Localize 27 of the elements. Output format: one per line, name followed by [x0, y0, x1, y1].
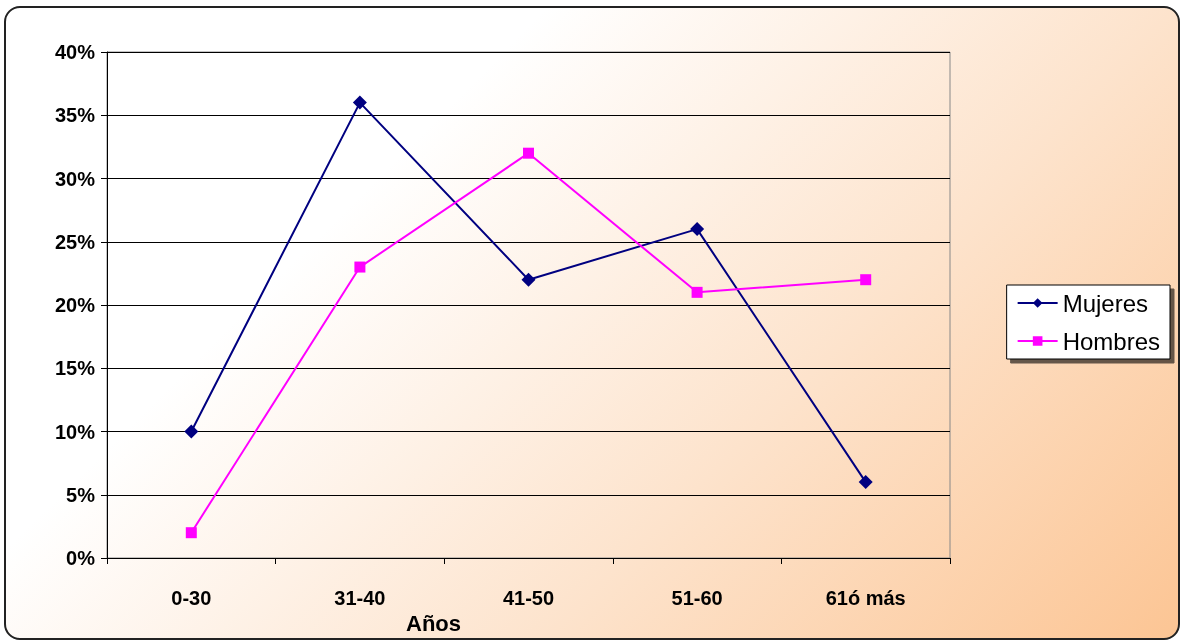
y-tick-label: 30%	[54, 167, 96, 190]
y-tick-label: 40%	[54, 41, 96, 63]
point	[860, 274, 872, 286]
x-tick-label: 0-30	[171, 587, 212, 609]
y-tick-label: 35%	[54, 104, 96, 127]
point	[352, 95, 367, 110]
point	[521, 272, 536, 287]
point	[690, 222, 705, 237]
point	[691, 286, 703, 298]
legend-label: Mujeres	[1062, 289, 1148, 317]
x-tick-label: 41-50	[502, 587, 555, 609]
x-tick-label: 51-60	[671, 587, 723, 609]
legend-label: Hombres	[1062, 327, 1160, 355]
y-tick-label: 5%	[66, 483, 96, 506]
y-tick-label: 25%	[54, 230, 96, 253]
y-tick-label: 10%	[54, 420, 96, 443]
x-axis-title: Años	[406, 611, 461, 637]
point	[354, 261, 366, 273]
x-tick-label: 31-40	[334, 587, 386, 609]
point	[523, 147, 534, 159]
x-tick-label: 61ó más	[825, 587, 906, 609]
point	[858, 475, 873, 490]
y-tick-label: 0%	[66, 547, 96, 569]
y-tick-label: 20%	[54, 294, 96, 316]
point	[185, 527, 197, 539]
y-tick-label: 15%	[54, 357, 96, 380]
point	[184, 424, 199, 439]
